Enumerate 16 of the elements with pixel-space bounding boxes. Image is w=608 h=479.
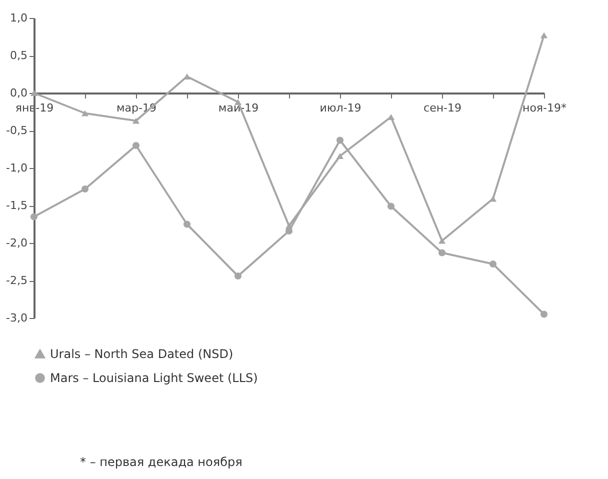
x-tick-label: май-19 — [218, 102, 259, 114]
legend-label: Mars – Louisiana Light Sweet (LLS) — [50, 371, 258, 385]
y-tick-label: -3,0 — [6, 312, 28, 324]
y-tick-label: 0,5 — [10, 49, 28, 62]
y-tick-label: -2,0 — [6, 236, 28, 250]
y-tick-label: 1,0 — [10, 12, 28, 24]
y-tick-label: -2,5 — [6, 274, 28, 287]
x-tick-label: сен-19 — [424, 102, 462, 114]
y-tick-label: 0,0 — [10, 86, 28, 100]
x-tick-label: ноя-19* — [522, 102, 567, 114]
text: * – первая декада ноября — [80, 455, 242, 469]
legend-label: Urals – North Sea Dated (NSD) — [50, 347, 234, 361]
y-tick-label: -1,5 — [6, 199, 28, 212]
y-tick-label: -1,0 — [6, 162, 28, 174]
y-tick-label: -0,5 — [6, 124, 28, 137]
x-tick-label: июл-19 — [320, 102, 362, 114]
